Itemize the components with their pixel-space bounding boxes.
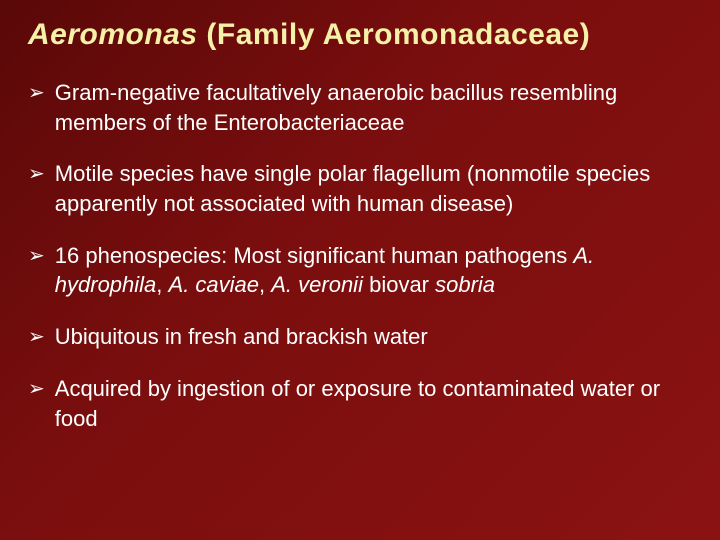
title-italic-part: Aeromonas [28,18,198,51]
text-segment: 16 phenospecies: Most significant human … [55,243,574,268]
title-rest-part: (Family Aeromonadaceae) [198,18,591,51]
italic-segment: sobria [435,272,495,297]
slide-title: Aeromonas (Family Aeromonadaceae) [28,18,692,52]
bullet-item: ➢ 16 phenospecies: Most significant human… [28,241,692,300]
text-segment: , [259,272,271,297]
bullet-text: Gram-negative facultatively anaerobic ba… [55,78,692,137]
bullet-item: ➢ Gram-negative facultatively anaerobic b… [28,78,692,137]
text-segment: biovar [363,272,435,297]
bullet-marker-icon: ➢ [28,161,45,188]
bullet-item: ➢ Acquired by ingestion of or exposure to… [28,374,692,433]
bullet-marker-icon: ➢ [28,243,45,270]
bullet-text: Motile species have single polar flagell… [55,159,692,218]
bullet-list: ➢ Gram-negative facultatively anaerobic b… [28,78,692,433]
italic-segment: A. veronii [271,272,363,297]
bullet-marker-icon: ➢ [28,324,45,351]
bullet-text: Ubiquitous in fresh and brackish water [55,322,692,352]
text-segment: Gram-negative facultatively anaerobic ba… [55,80,618,135]
text-segment: , [156,272,168,297]
bullet-marker-icon: ➢ [28,376,45,403]
text-segment: Ubiquitous in fresh and brackish water [55,324,428,349]
text-segment: Acquired by ingestion of or exposure to … [55,376,660,431]
text-segment: Motile species have single polar flagell… [55,161,651,216]
italic-segment: A. caviae [169,272,260,297]
bullet-text: Acquired by ingestion of or exposure to … [55,374,692,433]
bullet-item: ➢ Ubiquitous in fresh and brackish water [28,322,692,352]
bullet-marker-icon: ➢ [28,80,45,107]
bullet-item: ➢ Motile species have single polar flagel… [28,159,692,218]
bullet-text: 16 phenospecies: Most significant human … [55,241,692,300]
